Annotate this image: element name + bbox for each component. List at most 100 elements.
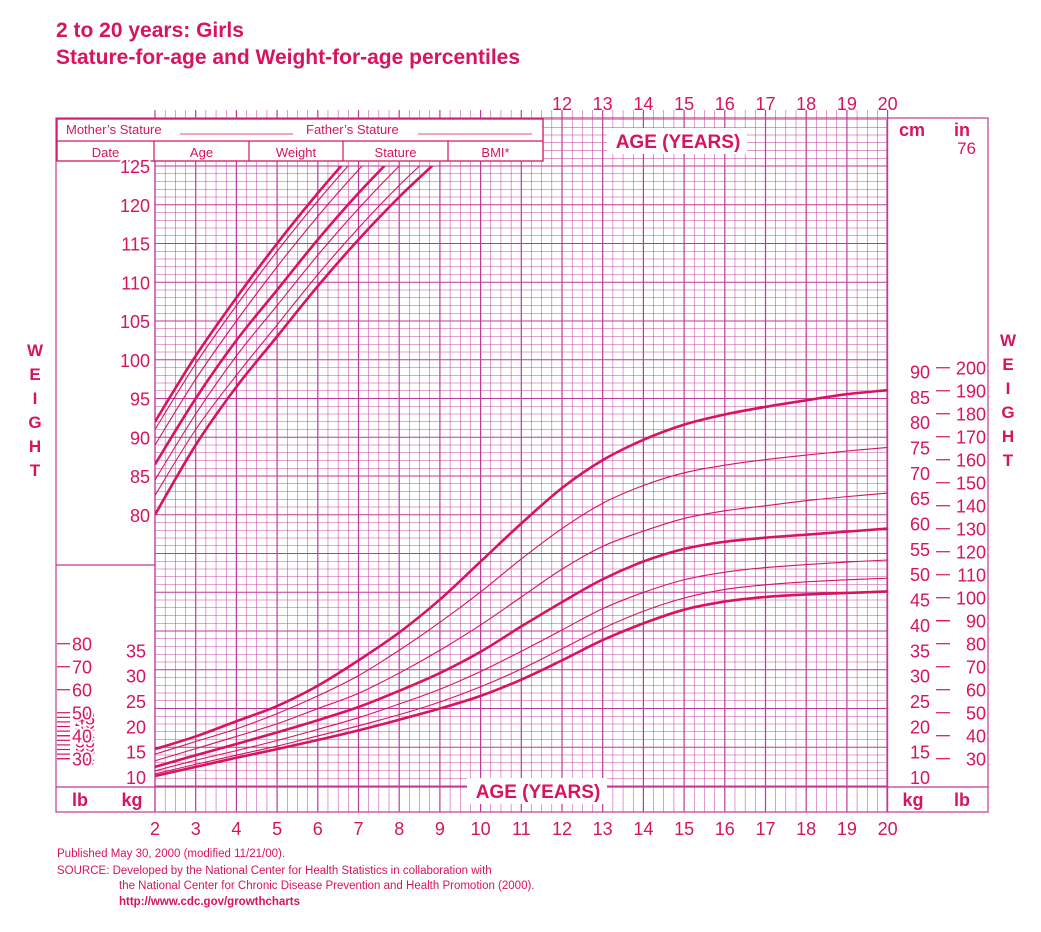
weight-lb-upper-left-38: 38 <box>75 731 95 751</box>
stature-cm-left-125: 125 <box>120 157 150 177</box>
age-tick-top-12: 12 <box>552 94 572 114</box>
stature-curve-95 <box>155 166 343 423</box>
source-text-1: Developed by the National Center for Hea… <box>112 865 492 877</box>
weight-lb-left-40: 40 <box>72 727 92 747</box>
stature-right-lb-150: 150 <box>956 474 986 494</box>
weight-lb-left-50: 50 <box>72 704 92 724</box>
stature-cm-right-50: 50 <box>910 565 930 585</box>
weight-kg-right-30: 30 <box>910 667 930 687</box>
stature-curve-75 <box>155 166 363 446</box>
weight-letter-right-3: G <box>1001 403 1014 422</box>
weight-letter-left-2: I <box>33 389 38 408</box>
age-label-bg-bottom <box>467 778 607 804</box>
chart-subtitle: Stature-for-age and Weight-for-age perce… <box>56 46 521 69</box>
source-line-1: SOURCE: Developed by the National Center… <box>57 865 492 877</box>
weight-kg-right-40: 40 <box>910 616 930 636</box>
weight-kg-left-35: 35 <box>126 641 146 661</box>
weight-lb-upper-left-42: 42 <box>75 722 95 742</box>
stature-cm-left-85: 85 <box>130 467 150 487</box>
weight-lb-upper-left-46: 46 <box>75 713 95 733</box>
weight-lb-upper-left-30: 30 <box>75 750 95 770</box>
age-tick-bottom-10: 10 <box>471 819 491 839</box>
record-col-age: Age <box>190 145 213 160</box>
stature-cm-right-45: 45 <box>910 591 930 611</box>
age-tick-top-19: 19 <box>837 94 857 114</box>
stature-cm-right-80: 80 <box>910 413 930 433</box>
source-line-2: the National Center for Chronic Disease … <box>119 880 535 892</box>
source-url[interactable]: http://www.cdc.gov/growthcharts <box>119 896 301 908</box>
weight-lb-left-80: 80 <box>72 635 92 655</box>
stature-right-lb-170: 170 <box>956 428 986 448</box>
weight-curve-50 <box>155 527 888 769</box>
weight-curve-5 <box>155 590 888 778</box>
weight-lb-upper-left-36: 36 <box>75 736 95 756</box>
stature-cm-left-105: 105 <box>120 312 150 332</box>
stature-cm-right-55: 55 <box>910 540 930 560</box>
weight-curve-90 <box>155 446 888 755</box>
weight-letter-left-3: G <box>28 413 41 432</box>
weight-curve-10 <box>155 577 888 775</box>
age-tick-bottom-20: 20 <box>878 819 898 839</box>
age-label-top: AGE (YEARS) <box>616 132 741 153</box>
stature-in-top: 76 <box>957 139 976 158</box>
age-tick-bottom-6: 6 <box>313 819 323 839</box>
weight-kg-left-25: 25 <box>126 692 146 712</box>
age-tick-bottom-2: 2 <box>150 819 160 839</box>
stature-cm-right-85: 85 <box>910 388 930 408</box>
kg-unit-left: kg <box>121 790 142 810</box>
age-label-bg-top <box>607 128 747 154</box>
weight-curve-75 <box>155 492 888 762</box>
weight-letter-left-1: E <box>29 365 40 384</box>
age-tick-bottom-16: 16 <box>715 819 735 839</box>
chart-frame <box>55 117 989 813</box>
stature-right-lb-160: 160 <box>956 451 986 471</box>
weight-letter-right-0: W <box>1000 331 1017 350</box>
age-tick-top-15: 15 <box>674 94 694 114</box>
mother-stature-label: Mother’s Stature <box>66 122 162 137</box>
grid <box>154 110 889 812</box>
father-stature-label: Father’s Stature <box>306 122 399 137</box>
stature-right-lb-110: 110 <box>957 566 986 586</box>
stature-right-lb-140: 140 <box>956 497 986 517</box>
weight-kg-left-15: 15 <box>126 743 146 763</box>
stature-cm-left-100: 100 <box>120 351 150 371</box>
age-tick-bottom-19: 19 <box>837 819 857 839</box>
weight-kg-right-15: 15 <box>910 743 930 763</box>
weight-lb-upper-left-40: 40 <box>75 727 95 747</box>
stature-cm-left-90: 90 <box>130 428 150 448</box>
weight-letter-right-2: I <box>1006 379 1011 398</box>
weight-letter-right-1: E <box>1002 355 1013 374</box>
age-tick-bottom-11: 11 <box>512 819 531 839</box>
weight-letter-left-4: H <box>29 437 41 456</box>
weight-lb-right-60: 60 <box>966 681 986 701</box>
stature-cm-right-65: 65 <box>910 489 930 509</box>
age-tick-bottom-7: 7 <box>353 819 363 839</box>
lb-unit-left: lb <box>72 790 88 810</box>
weight-lb-right-30: 30 <box>966 750 986 770</box>
weight-lb-right-40: 40 <box>966 727 986 747</box>
age-tick-top-13: 13 <box>593 94 613 114</box>
stature-right-lb-180: 180 <box>956 405 986 425</box>
weight-letter-right-5: T <box>1003 451 1014 470</box>
stature-curve-50 <box>155 166 387 466</box>
cm-unit-label: cm <box>899 120 925 140</box>
stature-right-lb-200: 200 <box>956 359 986 379</box>
weight-kg-left-10: 10 <box>126 768 146 788</box>
age-tick-bottom-9: 9 <box>435 819 445 839</box>
record-col-date: Date <box>92 145 119 160</box>
record-col-weight: Weight <box>276 145 317 160</box>
published-note: Published May 30, 2000 (modified 11/21/0… <box>57 848 286 860</box>
weight-lb-right-90: 90 <box>966 612 986 632</box>
stature-curve-90 <box>155 166 349 430</box>
stature-right-lb-100: 100 <box>956 589 986 609</box>
stature-cm-left-120: 120 <box>120 196 150 216</box>
stature-right-lb-130: 130 <box>956 520 986 540</box>
weight-lb-left-70: 70 <box>72 658 92 678</box>
stature-right-lb-120: 120 <box>956 543 986 563</box>
weight-kg-right-10: 10 <box>910 768 930 788</box>
stature-cm-left-110: 110 <box>121 273 150 293</box>
age-tick-bottom-17: 17 <box>755 819 775 839</box>
weight-letter-right-4: H <box>1002 427 1014 446</box>
age-tick-top-14: 14 <box>633 94 653 114</box>
age-tick-bottom-13: 13 <box>593 819 613 839</box>
